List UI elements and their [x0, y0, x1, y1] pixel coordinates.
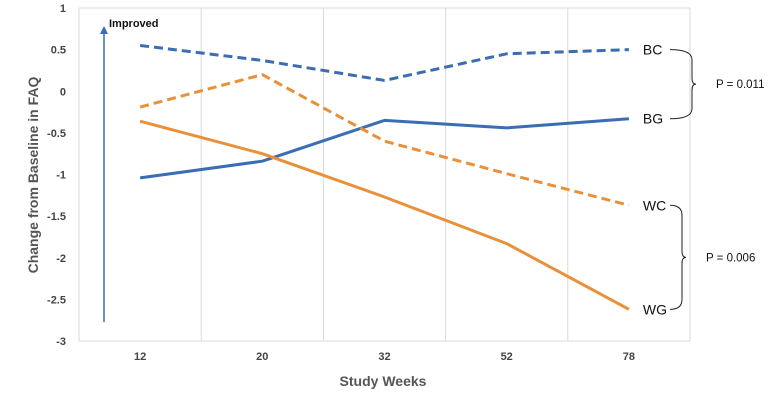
- series-lines: [139, 43, 630, 311]
- comparison-bracket: [669, 204, 687, 310]
- p-value-label: P = 0.011: [716, 79, 765, 91]
- comparison-bracket: [669, 49, 697, 120]
- x-tick-label: 52: [501, 351, 513, 363]
- y-tick-label: -2: [56, 253, 66, 265]
- x-tick-label: 78: [623, 351, 635, 363]
- series-line-wc: [139, 73, 630, 207]
- series-line-wg: [139, 119, 630, 311]
- y-tick-label: 0: [60, 86, 66, 98]
- improved-arrow-head: [100, 26, 108, 34]
- series-label-wg: WG: [643, 301, 667, 317]
- y-tick-label: -2.5: [47, 294, 66, 306]
- series-line-bc: [139, 43, 629, 82]
- series-label-wc: WC: [643, 197, 666, 213]
- y-tick-label: -3: [56, 336, 66, 348]
- x-tick-label: 20: [256, 351, 268, 363]
- plot-frame: [79, 7, 690, 342]
- improved-arrow: Improved: [100, 18, 159, 322]
- series-label-bg: BG: [643, 111, 663, 127]
- p-value-label: P = 0.006: [706, 252, 755, 264]
- y-tick-label: -1.5: [47, 211, 66, 223]
- y-axis-title: Change from Baseline in FAQ: [25, 76, 41, 273]
- series-line-bg: [139, 117, 630, 180]
- series-label-bc: BC: [643, 42, 662, 58]
- y-tick-label: -1: [56, 170, 66, 182]
- x-tick-label: 12: [134, 351, 146, 363]
- comparison-brackets: P = 0.011 P = 0.006: [669, 49, 765, 310]
- y-tick-label: -0.5: [47, 128, 66, 140]
- improved-label: Improved: [109, 18, 159, 30]
- x-tick-label: 32: [378, 351, 390, 363]
- series-labels: BC BG WC WG: [643, 42, 667, 318]
- x-tick-labels: 12 20 32 52 78: [134, 351, 635, 363]
- y-tick-label: 0.5: [51, 45, 66, 57]
- y-tick-labels: 1 0.5 0 -0.5 -1 -1.5 -2 -2.5 -3: [47, 3, 66, 348]
- y-tick-label: 1: [60, 3, 66, 15]
- x-axis-title: Study Weeks: [340, 373, 427, 389]
